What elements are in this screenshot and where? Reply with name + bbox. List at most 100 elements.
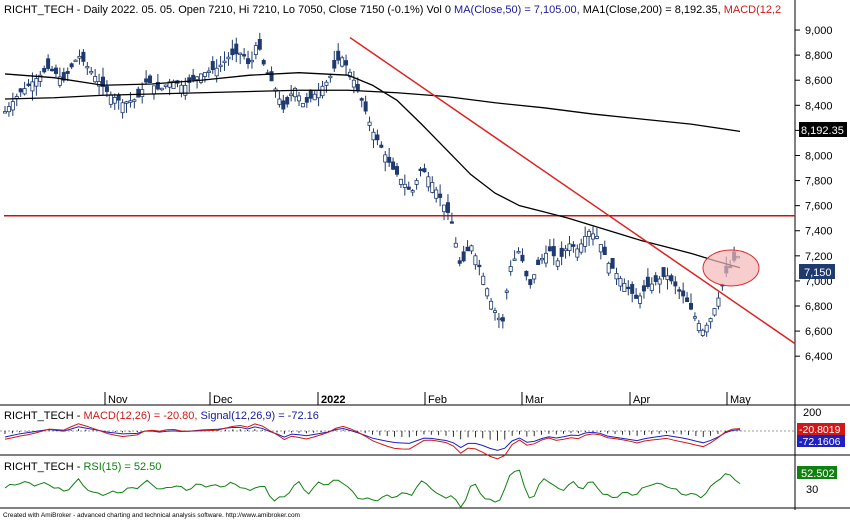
rsi-badge: 52.502	[801, 468, 835, 480]
candle-body	[528, 279, 533, 286]
y-tick-label: 8,800	[805, 50, 833, 62]
candle-body	[418, 168, 423, 172]
candle-body	[218, 64, 223, 68]
candle-body	[116, 94, 121, 101]
candle-body	[6, 106, 11, 113]
candle-body	[630, 284, 635, 294]
candle-body	[591, 233, 596, 240]
candle-body	[481, 275, 486, 285]
candle-body	[214, 67, 219, 77]
candle-body	[559, 247, 564, 257]
candle-body	[202, 72, 207, 77]
y-tick-label: 6,600	[805, 326, 833, 338]
candle-body	[532, 274, 537, 280]
candle-body	[108, 94, 113, 105]
candle-body	[661, 267, 666, 277]
candle-body	[22, 88, 27, 95]
signal-line	[4, 426, 741, 451]
candle-body	[277, 98, 282, 105]
candle-body	[536, 259, 541, 266]
candle-body	[101, 76, 106, 87]
candle-body	[242, 54, 247, 57]
signal-label: Signal(12,26,9) = -72.16	[197, 410, 318, 422]
candle-body	[653, 275, 658, 282]
candle-body	[708, 318, 713, 323]
candle-body	[183, 85, 188, 96]
candle-body	[598, 244, 603, 253]
candle-body	[167, 81, 172, 88]
candle-body	[187, 77, 192, 83]
candle-body	[198, 73, 203, 83]
candle-body	[438, 193, 443, 198]
candle-body	[57, 76, 62, 86]
candle-body	[700, 329, 705, 336]
macd-line	[4, 423, 741, 460]
candle-body	[3, 111, 8, 114]
candle-body	[206, 70, 211, 73]
highlight-ellipse	[702, 249, 760, 287]
ma200-badge-bg	[799, 122, 847, 137]
x-tick-label: 2022	[321, 394, 345, 406]
candle-body	[30, 81, 35, 92]
rsi-axis-label: 30	[806, 484, 818, 496]
candle-body	[391, 161, 396, 170]
candle-body	[614, 272, 619, 280]
candle-body	[34, 78, 39, 87]
candle-body	[85, 66, 90, 69]
candle-body	[304, 97, 309, 103]
candle-body	[230, 48, 235, 56]
candle-body	[191, 74, 196, 81]
candle-body	[336, 50, 341, 61]
macd-symbol: RICHT_TECH	[4, 410, 74, 422]
candle-body	[669, 275, 674, 282]
candle-body	[26, 83, 31, 86]
candle-body	[328, 75, 333, 79]
y-tick-label: 7,800	[805, 176, 833, 188]
candle-body	[296, 95, 301, 102]
candle-body	[445, 202, 450, 213]
candle-body	[673, 281, 678, 287]
candle-body	[300, 103, 305, 108]
y-tick-label: 7,200	[805, 251, 833, 263]
y-axis-ticks: 9,0008,8008,6008,4008,2008,0007,8007,600…	[795, 25, 833, 363]
candle-body	[634, 294, 639, 299]
y-tick-label: 8,000	[805, 150, 833, 162]
candle-body	[649, 283, 654, 291]
candle-body	[406, 186, 411, 190]
candle-body	[128, 100, 133, 103]
x-tick-label: Apr	[633, 394, 650, 406]
candle-body	[657, 278, 662, 285]
candle-body	[587, 230, 592, 237]
candle-body	[38, 74, 43, 82]
candle-body	[520, 254, 525, 262]
rsi-pane-title: RICHT_TECH - RSI(15) = 52.50	[4, 461, 161, 473]
y-tick-label: 6,400	[805, 351, 833, 363]
ma200-badge: 8,192.35	[801, 125, 844, 137]
candle-body	[504, 290, 509, 293]
candle-body	[163, 84, 168, 87]
candle-body	[696, 323, 701, 332]
candle-body	[371, 131, 376, 141]
candle-body	[394, 166, 399, 175]
candle-body	[681, 290, 686, 297]
candle-body	[159, 87, 164, 91]
candle-body	[449, 221, 454, 224]
y-tick-label: 8,600	[805, 75, 833, 87]
candle-body	[402, 183, 407, 188]
candle-body	[81, 51, 86, 62]
candle-body	[571, 244, 576, 247]
candle-body	[179, 84, 184, 94]
footer-credit: Created with AmiBroker - advanced charti…	[3, 512, 300, 519]
downtrend-line	[349, 36, 796, 345]
candle-body	[442, 204, 447, 213]
candle-body	[626, 286, 631, 290]
candle-body	[234, 43, 239, 55]
candle-body	[524, 270, 529, 277]
rsi-label: RSI(15) = 52.50	[83, 461, 161, 473]
candle-body	[422, 168, 427, 173]
candle-body	[351, 79, 356, 88]
signal-badge: -72.1606	[799, 436, 841, 448]
candle-body	[555, 260, 560, 267]
